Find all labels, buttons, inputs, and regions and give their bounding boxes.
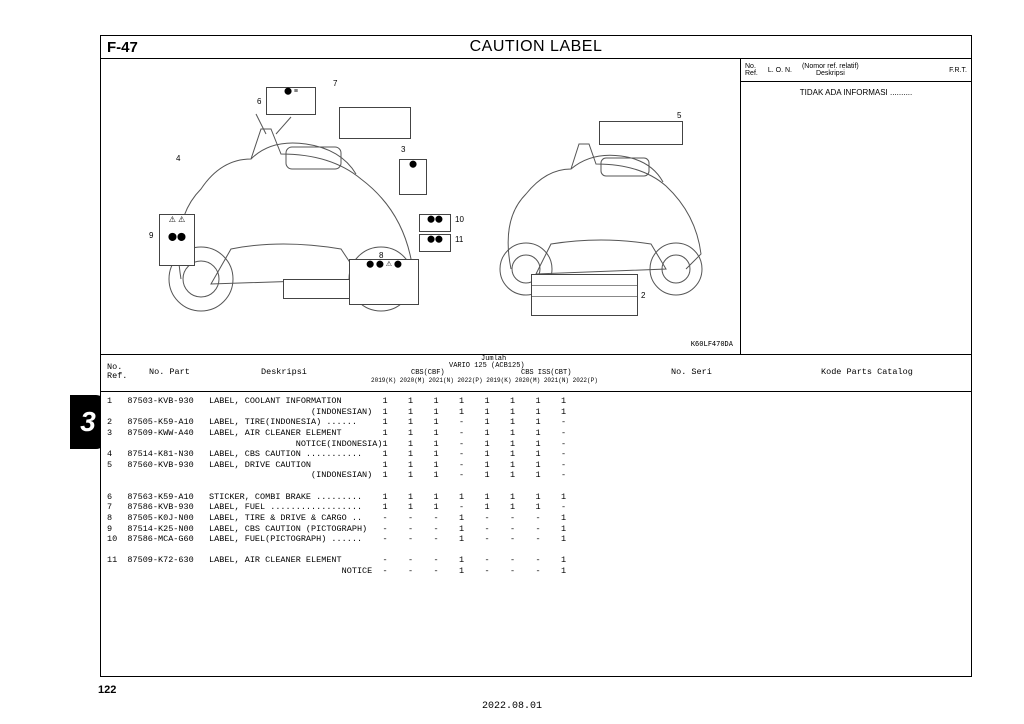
diagram-code: K60LF470DA (691, 340, 733, 348)
callout-4: 4 (176, 154, 180, 163)
right-info-header: No. Ref. L. O. N. (Nomor ref. relatif) D… (741, 59, 971, 82)
col-seri: No. Seri (671, 367, 712, 377)
hdr-lon: L. O. N. (768, 67, 792, 74)
col-catalog: Kode Parts Catalog (821, 367, 913, 377)
label-box (339, 107, 411, 139)
page-number: 122 (98, 684, 116, 696)
right-info-box: No. Ref. L. O. N. (Nomor ref. relatif) D… (740, 59, 971, 354)
table-rows: 1 87503-KVB-930 LABEL, COOLANT INFORMATI… (101, 392, 971, 583)
label-box: ⬤ ⬤ ⚠ ⬤ (349, 259, 419, 305)
label-box (531, 274, 638, 316)
col-qty-b: CBS ISS(CBT) (521, 369, 571, 377)
title-bar: F-47 CAUTION LABEL (101, 36, 971, 59)
callout-11: 11 (455, 235, 463, 244)
callout-6: 6 (257, 97, 261, 106)
col-ref: No. Ref. (107, 363, 127, 380)
callout-5: 5 (677, 111, 681, 120)
label-box: ⬤ ≡ (266, 87, 316, 115)
hdr-frt: F.R.T. (949, 67, 967, 74)
label-box: ⬤⬤ (419, 214, 451, 232)
page-frame: F-47 CAUTION LABEL (100, 35, 972, 677)
callout-9: 9 (149, 231, 153, 240)
table-header: No. Ref. No. Part Deskripsi Jumlah VARIO… (101, 355, 971, 392)
label-box: ⚠ ⚠ ⬤⬤ (159, 214, 195, 266)
footer-date: 2022.08.01 (0, 701, 1024, 712)
right-info-body: TIDAK ADA INFORMASI .......... (741, 82, 971, 103)
page-title: CAUTION LABEL (101, 38, 971, 56)
hdr-noref: No. Ref. (745, 63, 758, 77)
callout-10: 10 (455, 215, 464, 224)
callout-3: 3 (401, 145, 405, 154)
callout-8: 8 (379, 251, 383, 260)
col-qty-a: CBS(CBF) (411, 369, 445, 377)
col-desc: Deskripsi (261, 367, 307, 377)
col-qty-years: 2019(K) 2020(M) 2021(N) 2022(P) 2019(K) … (371, 377, 598, 384)
parts-table: No. Ref. No. Part Deskripsi Jumlah VARIO… (101, 355, 971, 583)
callout-7: 7 (333, 79, 337, 88)
hdr-desc: (Nomor ref. relatif) Deskripsi (802, 63, 859, 77)
callout-2: 2 (641, 291, 645, 300)
col-qty-mid: VARIO 125 (ACB125) (449, 362, 525, 370)
diagram-area: ⚠ ⚠ ⬤⬤ 9 4 ⬤ ≡ 6 7 ⬤ 3 ⬤⬤ 10 ⬤⬤ 11 1 ⬤ ⬤… (101, 59, 971, 355)
label-box: ⬤⬤ (419, 234, 451, 252)
col-part: No. Part (149, 367, 190, 377)
label-box (599, 121, 683, 145)
label-box: ⬤ (399, 159, 427, 195)
